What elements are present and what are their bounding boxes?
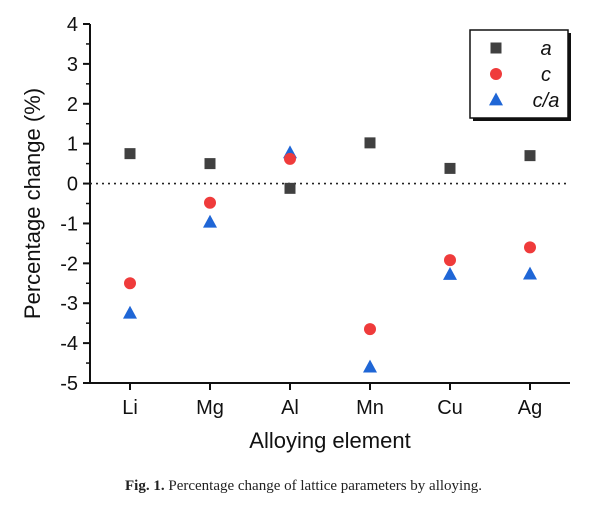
point-c-a-mg (203, 214, 217, 228)
chart: Alloying element Percentage change (%) 4 3… (20, 14, 571, 453)
y-tick-label: 0 (67, 174, 78, 196)
y-tick-label: 2 (67, 94, 78, 116)
point-c-al (284, 152, 296, 165)
point-c-mn (364, 323, 376, 336)
point-c-cu (444, 254, 456, 267)
caption-text: Percentage change of lattice parameters … (168, 478, 482, 494)
point-c-a-cu (443, 267, 457, 280)
y-tick-label: 4 (67, 14, 78, 36)
legend: ac c/a (469, 29, 571, 121)
point-a-al (284, 182, 296, 194)
point-c-mg (204, 196, 216, 209)
point-a-ag (524, 150, 536, 162)
figure-caption: Fig. 1. Percentage change of lattice par… (0, 478, 607, 495)
y-tick-label: -4 (60, 333, 78, 355)
x-tick-label: Ag (518, 397, 542, 419)
y-tick-label: -1 (60, 213, 78, 235)
legend-marker-c (490, 68, 502, 80)
point-c-a-mn (363, 359, 377, 373)
y-tick-label: -2 (60, 253, 78, 275)
caption-label: Fig. 1. (125, 478, 165, 494)
x-tick-label: Al (281, 397, 299, 419)
x-tick-label: Li (122, 397, 138, 419)
point-c-ag (524, 241, 536, 254)
x-tick-label: Mg (196, 397, 224, 419)
legend-label: c (541, 64, 551, 86)
point-a-cu (444, 162, 456, 174)
axes: Alloying element Percentage change (%) (20, 24, 570, 453)
point-a-mn (364, 137, 376, 149)
legend-marker-c-a (489, 92, 503, 106)
point-a-li (124, 148, 136, 160)
ticks: 4 3 2 1 0 -1 -2 -3 -4 -5 Li Mg Al Mn Cu Ag (60, 14, 542, 419)
y-axis-title: Percentage change (%) (20, 88, 45, 319)
y-tick-label: 3 (67, 54, 78, 76)
y-tick-label: -5 (60, 373, 78, 395)
x-tick-label: Cu (437, 397, 463, 419)
data-marks (123, 137, 537, 373)
legend-label: c/a (533, 90, 560, 112)
legend-marker-a (490, 42, 502, 54)
point-c-li (124, 277, 136, 290)
x-axis-title: Alloying element (249, 428, 410, 453)
x-tick-label: Mn (356, 397, 384, 419)
y-tick-label: -3 (60, 293, 78, 315)
legend-box (469, 29, 569, 119)
y-tick-label: 1 (67, 134, 78, 156)
legend-label: a (540, 38, 551, 60)
point-c-a-li (123, 305, 137, 319)
point-a-mg (204, 158, 216, 170)
point-c-a-ag (523, 266, 537, 280)
